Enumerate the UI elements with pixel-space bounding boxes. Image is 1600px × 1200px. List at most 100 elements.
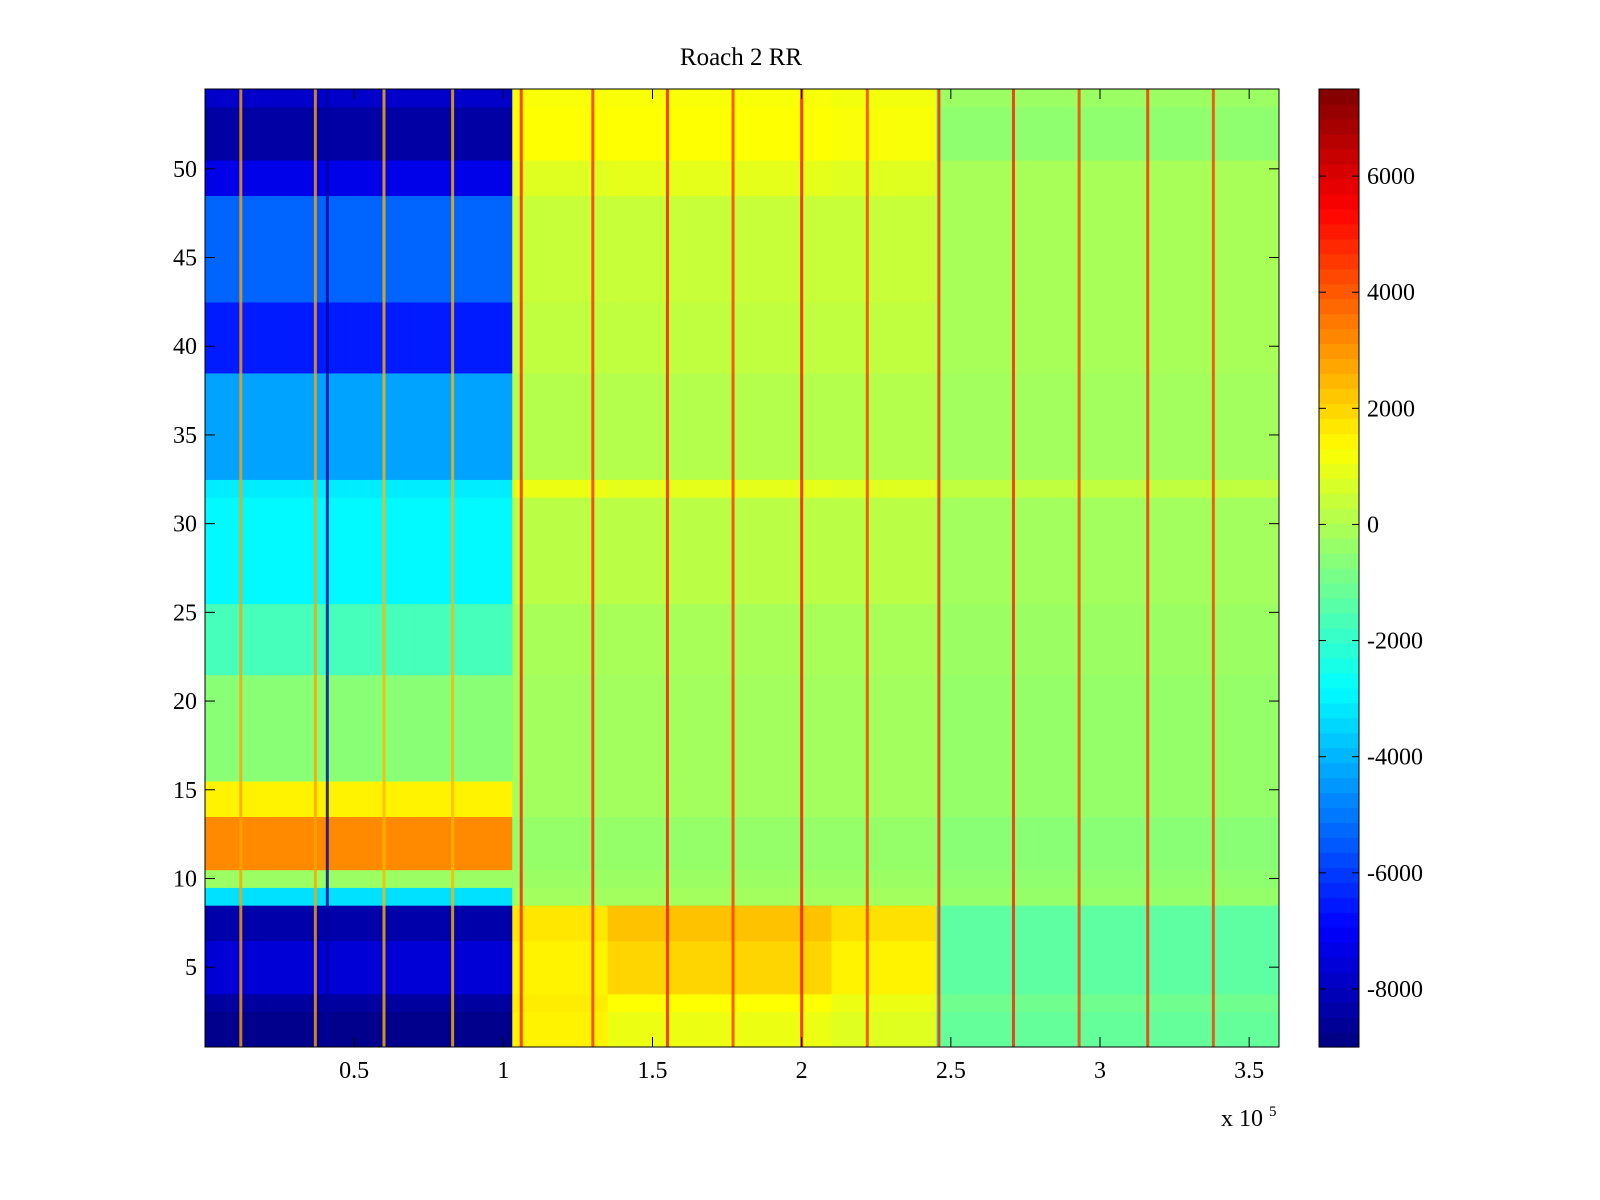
- heatmap-cell: [607, 372, 833, 480]
- colorbar-swatch: [1319, 208, 1359, 225]
- colorbar-swatch: [1319, 777, 1359, 794]
- colorbar-tick-label: -8000: [1367, 977, 1423, 1003]
- colorbar-swatch: [1319, 433, 1359, 449]
- colorbar-swatch: [1319, 822, 1359, 839]
- colorbar-swatch: [1319, 223, 1359, 240]
- heatmap-cell: [512, 89, 609, 108]
- colorbar-swatch: [1319, 358, 1359, 375]
- heatmap-cell: [205, 301, 513, 374]
- heatmap-cell: [607, 940, 833, 995]
- colorbar-swatch: [1319, 268, 1359, 285]
- colorbar-swatch: [1319, 732, 1359, 749]
- heatmap-cell: [205, 869, 513, 888]
- colorbar-swatch: [1319, 328, 1359, 345]
- heatmap-cell: [831, 603, 937, 676]
- heatmap-cell: [935, 993, 1279, 1013]
- x-tick-label: 2: [796, 1058, 808, 1084]
- colorbar-swatch: [1319, 972, 1359, 988]
- colorbar-swatch: [1319, 523, 1359, 539]
- heatmap-cell: [205, 816, 513, 871]
- colorbar-swatch: [1319, 987, 1359, 1003]
- colorbar-swatch: [1319, 687, 1359, 704]
- colorbar-swatch: [1319, 957, 1359, 973]
- colorbar-swatch: [1319, 493, 1359, 509]
- heatmap-cell: [935, 869, 1279, 888]
- colorbar-tick-label: -4000: [1367, 745, 1423, 771]
- colorbar-swatch: [1319, 133, 1359, 150]
- heatmap-cell: [607, 780, 833, 817]
- heatmap-cell: [935, 479, 1279, 498]
- colorbar-swatch: [1319, 612, 1359, 629]
- heatmap-cell: [831, 816, 937, 871]
- y-tick-label: 25: [173, 600, 197, 626]
- y-axis: 5 10 15 20 25 30 35 40 45 50: [173, 157, 1279, 981]
- heatmap-cell: [935, 674, 1279, 782]
- heatmap-cell: [831, 674, 937, 782]
- heatmap-cell: [205, 159, 513, 197]
- colorbar-swatch: [1319, 103, 1359, 120]
- heatmap-cell: [607, 603, 833, 676]
- heatmap-cell: [205, 106, 513, 161]
- heatmap-cell: [935, 940, 1279, 995]
- heatmap-cell: [205, 780, 513, 817]
- colorbar-swatch: [1319, 193, 1359, 210]
- colorbar-swatch: [1319, 118, 1359, 135]
- colorbar-tick-label: 6000: [1367, 164, 1415, 190]
- x-multiplier-label: x 10 5: [1221, 1104, 1277, 1132]
- heatmap-cell: [512, 993, 609, 1013]
- heatmap-cell: [935, 106, 1279, 161]
- y-tick-label: 50: [173, 157, 197, 183]
- heatmap-spike: [519, 89, 523, 1047]
- colorbar-swatch: [1319, 792, 1359, 809]
- colorbar-swatch: [1319, 253, 1359, 270]
- colorbar-swatch: [1319, 582, 1359, 599]
- heatmap-cell: [607, 674, 833, 782]
- heatmap-cell: [205, 195, 513, 303]
- colorbar-swatch: [1319, 882, 1359, 898]
- colorbar-swatch: [1319, 642, 1359, 659]
- colorbar-swatch: [1319, 897, 1359, 913]
- heatmap-cell: [831, 106, 937, 161]
- colorbar-swatch: [1319, 702, 1359, 719]
- heatmap-cell: [205, 497, 513, 605]
- heatmap-spike: [239, 89, 243, 1047]
- colorbar-swatch: [1319, 463, 1359, 479]
- heatmap-cell: [935, 372, 1279, 480]
- heatmap-cell: [205, 372, 513, 480]
- heatmap-cell: [607, 905, 833, 942]
- x-tick-label: 2.5: [936, 1058, 966, 1084]
- colorbar-tick-label: -6000: [1367, 861, 1423, 887]
- colorbar-tick-label: 0: [1367, 512, 1379, 538]
- heatmap-cells: [205, 89, 1279, 1047]
- colorbar-swatch: [1319, 867, 1359, 883]
- chart-title: Roach 2 RR: [680, 44, 803, 71]
- heatmap-cell: [607, 816, 833, 871]
- colorbar-swatch: [1319, 538, 1359, 554]
- colorbar-swatch: [1319, 373, 1359, 389]
- colorbar-swatch: [1319, 672, 1359, 689]
- y-tick-label: 30: [173, 512, 197, 538]
- heatmap-cell: [935, 603, 1279, 676]
- colorbar-swatch: [1319, 148, 1359, 165]
- colorbar-swatch: [1319, 657, 1359, 674]
- heatmap-spike: [1211, 89, 1215, 1047]
- heatmap-cell: [935, 816, 1279, 871]
- heatmap-cell: [205, 887, 513, 906]
- heatmap-spike: [382, 89, 386, 1047]
- colorbar-tick-label: -2000: [1367, 629, 1423, 655]
- heatmap-cell: [935, 887, 1279, 906]
- colorbar-swatch: [1319, 627, 1359, 644]
- heatmap-cell: [831, 993, 937, 1013]
- colorbar-swatch: [1319, 747, 1359, 764]
- heatmap-cell: [607, 479, 833, 498]
- heatmap-cell: [607, 887, 833, 906]
- heatmap-cell: [607, 106, 833, 161]
- heatmap-cell: [831, 89, 937, 108]
- x-tick-label: 3.5: [1234, 1058, 1264, 1084]
- colorbar-swatch: [1319, 717, 1359, 734]
- heatmap-cell: [205, 89, 513, 108]
- heatmap-cell: [831, 301, 937, 374]
- colorbar-swatch: [1319, 403, 1359, 419]
- heatmap-spike: [591, 89, 595, 1047]
